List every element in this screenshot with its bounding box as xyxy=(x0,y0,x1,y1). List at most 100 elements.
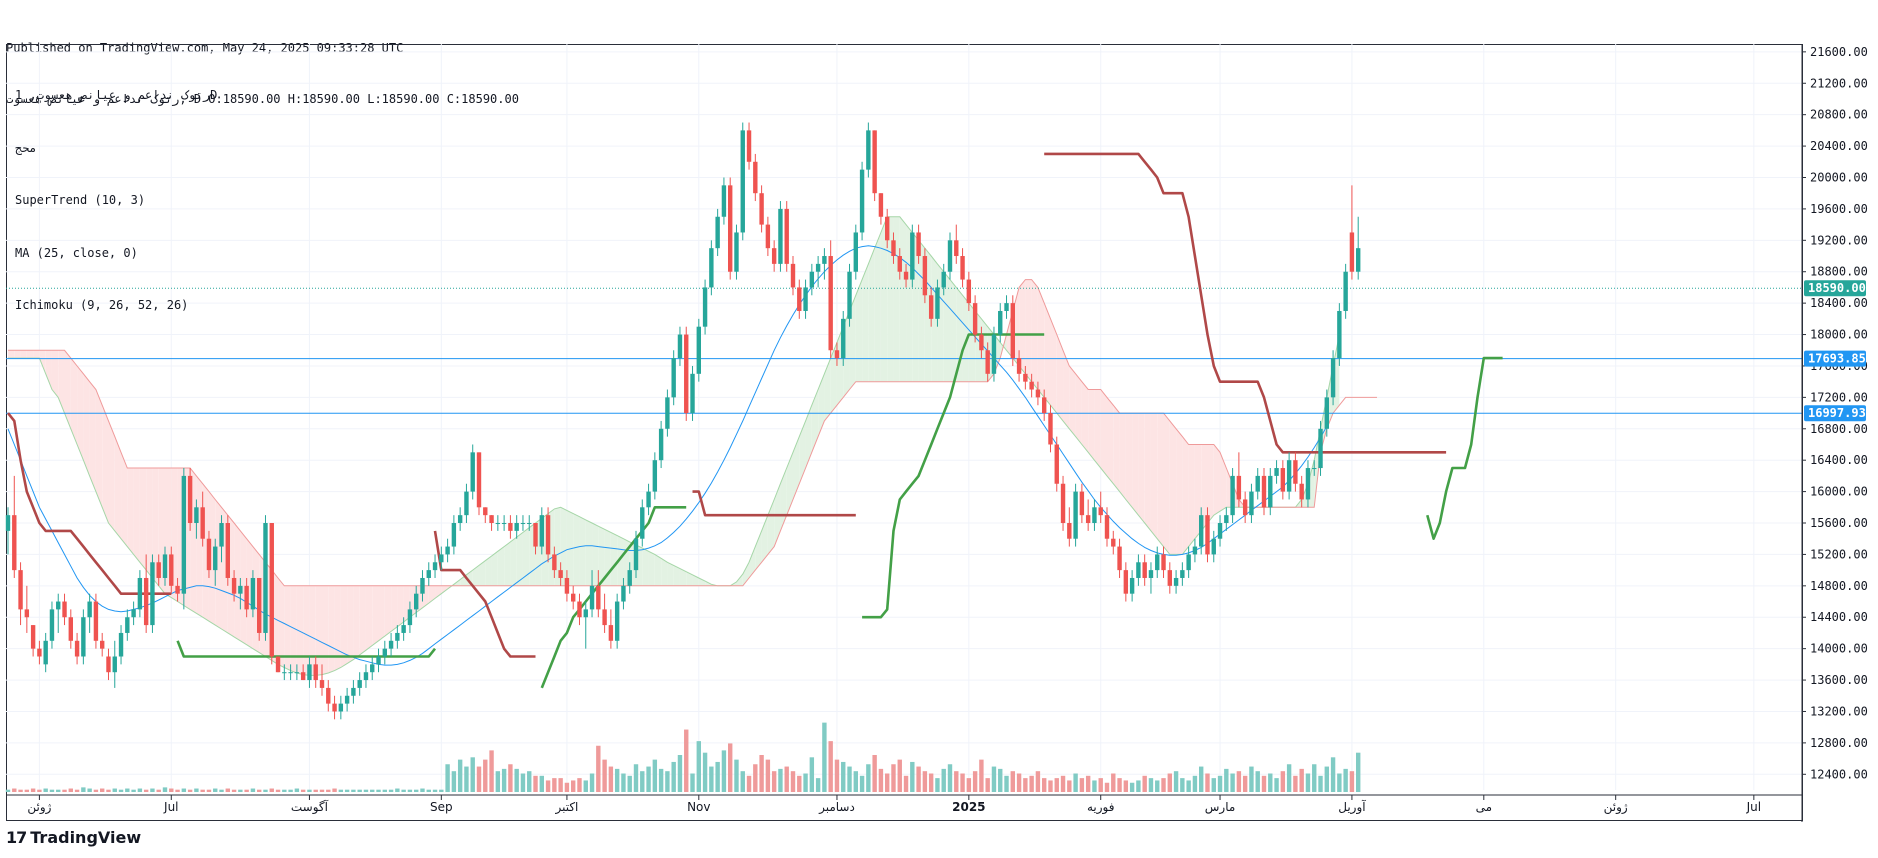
volume-bar xyxy=(326,789,331,792)
supertrend-up xyxy=(1426,356,1503,540)
price-tick-label: 13600.00 xyxy=(1810,673,1868,687)
volume-bar xyxy=(872,755,877,792)
volume-bar xyxy=(1242,775,1248,792)
candle-body xyxy=(859,169,865,233)
cloud-segment xyxy=(598,526,605,586)
cloud-segment xyxy=(504,541,511,586)
volume-bar xyxy=(1136,780,1141,792)
candle-body xyxy=(1230,475,1235,516)
volume-bar xyxy=(56,789,61,792)
cloud-segment xyxy=(127,468,134,555)
volume-bar xyxy=(878,768,884,792)
candle xyxy=(847,263,852,327)
volume-bar xyxy=(1010,771,1015,792)
volume-bar xyxy=(489,750,494,792)
volume-bar xyxy=(596,745,601,792)
candle-body xyxy=(1129,577,1135,594)
candle-body xyxy=(734,232,739,272)
candle-body xyxy=(162,554,168,578)
candle-body xyxy=(476,452,482,508)
candle-body xyxy=(1318,428,1323,469)
candle-body xyxy=(1042,397,1047,414)
legend-symbol[interactable]: رتوک نداعم و عیانص هعسوت, 1D xyxy=(15,88,218,102)
candle-body xyxy=(1356,248,1361,272)
candle-body xyxy=(1255,475,1260,492)
volume-bar xyxy=(847,766,852,792)
candle-body xyxy=(1010,303,1015,359)
cloud-segment xyxy=(1113,405,1120,492)
candle xyxy=(734,224,739,280)
cloud-segment xyxy=(234,523,241,641)
candle-body xyxy=(169,554,174,586)
legend-volume[interactable]: محج xyxy=(15,140,37,155)
volume-bar xyxy=(790,771,796,792)
cloud-segment xyxy=(1182,436,1189,555)
volume-bar xyxy=(922,771,928,792)
candle xyxy=(81,609,86,665)
candle xyxy=(571,585,576,610)
candle xyxy=(344,687,350,712)
candle xyxy=(960,248,965,288)
volume-bar xyxy=(853,771,858,792)
volume-bar xyxy=(640,771,645,792)
volume-bar xyxy=(753,764,758,792)
cloud-segment xyxy=(347,585,354,664)
cloud-segment xyxy=(372,585,379,646)
volume-bar xyxy=(1180,778,1185,792)
candle-body xyxy=(665,397,670,429)
tradingview-logo[interactable]: 17 TradingView xyxy=(6,828,141,847)
legend-supertrend[interactable]: SuperTrend (10, 3) xyxy=(15,193,146,207)
candle xyxy=(388,632,394,657)
candle xyxy=(979,326,984,359)
candle-body xyxy=(545,515,551,555)
legend-ma[interactable]: MA (25, close, 0) xyxy=(15,245,138,260)
cloud-segment xyxy=(26,350,34,359)
candle xyxy=(1073,483,1078,547)
candle xyxy=(100,632,105,657)
candle-body xyxy=(671,358,676,398)
candle xyxy=(652,452,658,500)
candle-body xyxy=(269,523,274,657)
candle xyxy=(935,279,940,327)
volume-bar xyxy=(395,788,400,792)
volume-bar xyxy=(533,775,538,792)
volume-bar xyxy=(627,775,632,792)
volume-bar xyxy=(1286,764,1292,792)
candle xyxy=(112,640,117,688)
candle-body xyxy=(891,240,896,257)
candle-body xyxy=(457,515,463,524)
candle-body xyxy=(81,617,86,657)
candle xyxy=(74,632,80,665)
volume-bar xyxy=(1293,775,1298,792)
volume-bar xyxy=(1261,775,1267,792)
volume-bar xyxy=(426,789,431,792)
price-chart[interactable]: 21600.00 21200.00 20800.00 20400.00 20000.00… xyxy=(0,0,1878,828)
candle-body xyxy=(275,656,281,673)
cloud-segment xyxy=(365,585,373,651)
candle-body xyxy=(483,507,488,516)
volume-bar xyxy=(1199,766,1204,792)
candle-body xyxy=(1312,468,1317,470)
candle-body xyxy=(231,577,237,594)
cloud-segment xyxy=(950,279,957,382)
cloud-segment xyxy=(793,436,800,500)
candle-body xyxy=(652,460,658,492)
candle-body xyxy=(702,287,708,327)
candle xyxy=(947,232,953,280)
candle xyxy=(1010,295,1015,366)
volume-bar xyxy=(5,789,11,792)
volume-bar xyxy=(746,775,752,792)
volume-bar xyxy=(778,768,783,792)
volume-bar xyxy=(250,788,256,792)
volume-bar xyxy=(376,789,381,792)
candle-body xyxy=(319,680,325,688)
volume-bar xyxy=(1098,778,1103,792)
candle-body xyxy=(200,507,205,539)
volume-bar xyxy=(614,768,620,792)
price-tick-label: 20400.00 xyxy=(1810,139,1868,153)
legend-ichimoku[interactable]: Ichimoku (9, 26, 52, 26) xyxy=(15,298,189,312)
candle xyxy=(665,389,670,437)
candle-body xyxy=(759,193,764,225)
candle-body xyxy=(1016,358,1022,374)
cloud-segment xyxy=(479,560,486,586)
